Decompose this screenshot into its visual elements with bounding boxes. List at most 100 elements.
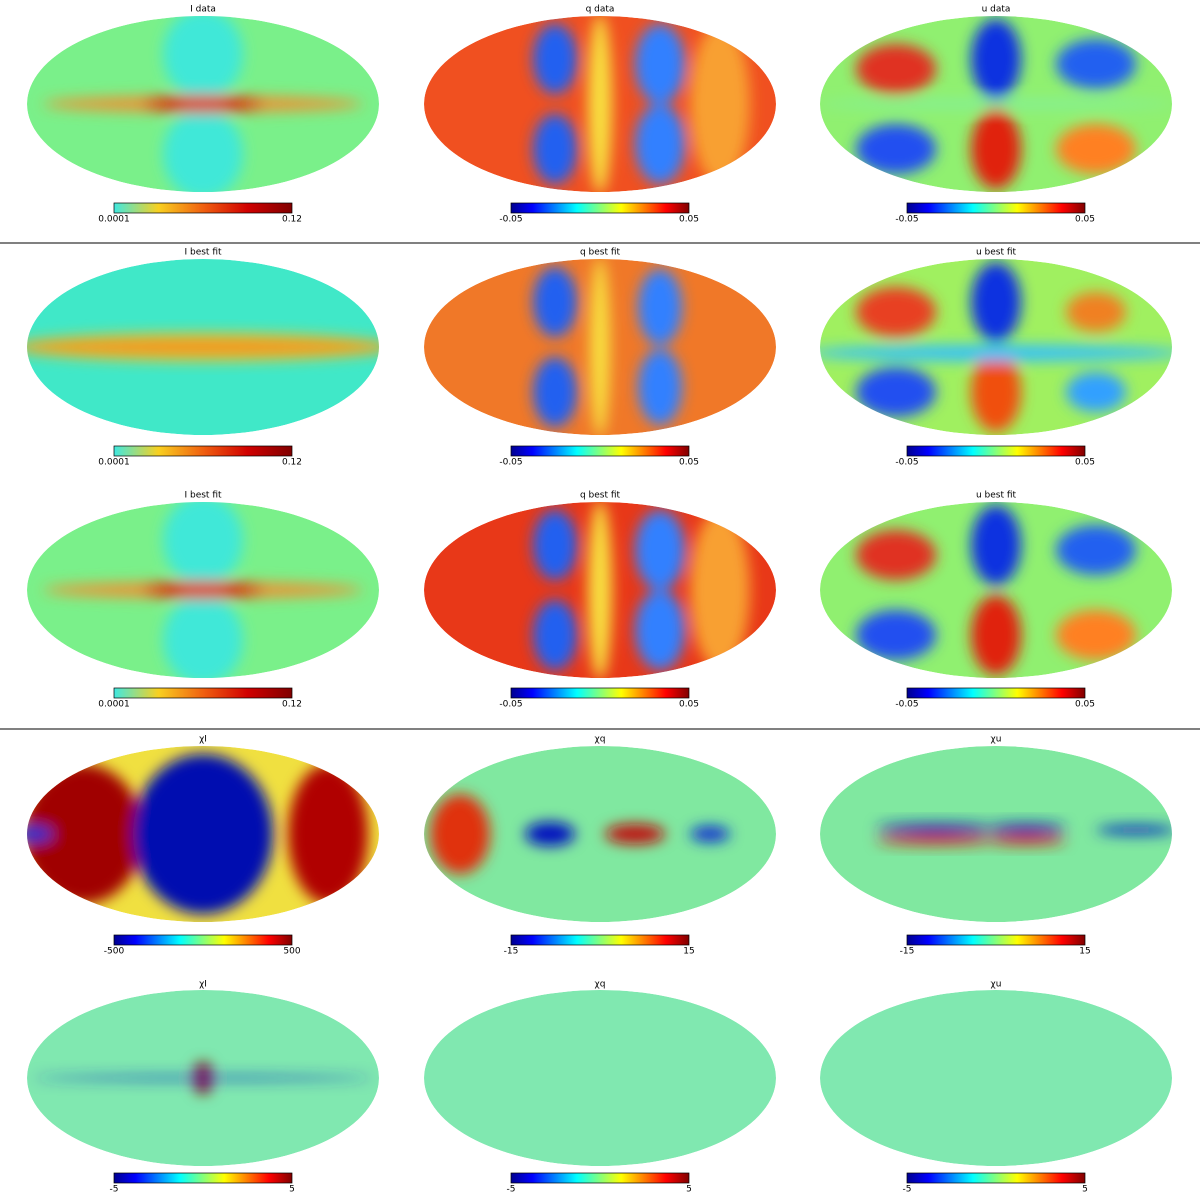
map-feature xyxy=(133,754,273,914)
sky-map xyxy=(27,259,379,435)
map-feature xyxy=(1096,825,1172,835)
sky-map xyxy=(820,502,1172,678)
panel-title: χu xyxy=(991,735,1002,745)
map-feature xyxy=(533,114,577,184)
map-feature xyxy=(635,104,685,184)
map-feature xyxy=(1066,372,1126,412)
panel-title: I data xyxy=(190,5,216,15)
panel-title: χI xyxy=(199,980,207,990)
map-feature xyxy=(971,352,1021,432)
map-feature xyxy=(690,24,750,184)
map-feature xyxy=(1056,124,1136,174)
sky-map xyxy=(424,746,776,922)
map-features xyxy=(33,1062,373,1094)
map-feature xyxy=(635,24,685,104)
colorbar-min: -5 xyxy=(110,1185,119,1195)
map-features xyxy=(820,262,1172,432)
map-feature xyxy=(971,109,1021,189)
map-feature xyxy=(27,826,53,842)
map-features xyxy=(533,259,682,435)
colorbar xyxy=(113,202,293,214)
map-feature xyxy=(533,24,577,94)
colorbar-min: -0.05 xyxy=(499,458,522,468)
map-feature xyxy=(1056,39,1136,89)
panel-title: χI xyxy=(199,735,207,745)
panel-title: q best fit xyxy=(580,491,621,501)
map-feature xyxy=(163,16,243,99)
sky-map xyxy=(27,502,379,678)
map-feature xyxy=(856,44,936,94)
map-base xyxy=(424,990,776,1166)
map-base xyxy=(820,746,1172,922)
colorbar xyxy=(113,687,293,699)
panel-title: χu xyxy=(991,980,1002,990)
sky-map xyxy=(820,259,1172,435)
panel-title: q best fit xyxy=(580,248,621,258)
map-feature xyxy=(533,600,577,670)
map-feature xyxy=(856,530,936,580)
colorbar xyxy=(510,687,690,699)
colorbar-max: 0.05 xyxy=(679,700,699,710)
colorbar-min: -15 xyxy=(504,947,519,957)
map-base xyxy=(424,746,776,922)
map-feature xyxy=(588,502,612,678)
sky-map xyxy=(424,16,776,192)
colorbar xyxy=(906,202,1086,214)
map-feature xyxy=(27,342,379,352)
map-feature xyxy=(856,367,936,417)
colorbar-max: 0.05 xyxy=(1075,700,1095,710)
colorbar xyxy=(510,445,690,457)
colorbar-max: 5 xyxy=(1082,1185,1088,1195)
map-feature xyxy=(971,505,1021,585)
map-feature xyxy=(971,19,1021,99)
colorbar xyxy=(906,445,1086,457)
map-feature xyxy=(1056,525,1136,575)
map-feature xyxy=(690,826,730,842)
colorbar xyxy=(113,1172,293,1184)
map-feature xyxy=(143,581,263,599)
map-feature xyxy=(588,16,612,192)
panel-title: u best fit xyxy=(976,491,1017,501)
map-features xyxy=(533,16,750,192)
colorbar-max: 0.05 xyxy=(679,215,699,225)
map-feature xyxy=(876,823,996,833)
map-features xyxy=(27,754,368,914)
map-features xyxy=(27,333,379,361)
sky-map xyxy=(820,16,1172,192)
map-features xyxy=(430,794,730,874)
colorbar-min: 0.0001 xyxy=(98,458,130,468)
map-features xyxy=(876,823,1172,845)
colorbar xyxy=(113,934,293,946)
colorbar-max: 0.12 xyxy=(282,215,302,225)
sky-map xyxy=(424,502,776,678)
map-feature xyxy=(1056,610,1136,660)
map-feature xyxy=(638,269,682,345)
map-feature xyxy=(533,357,577,427)
colorbar-min: -5 xyxy=(507,1185,516,1195)
map-feature xyxy=(163,502,243,585)
map-feature xyxy=(820,345,1172,361)
colorbar-max: 15 xyxy=(1079,947,1090,957)
map-feature xyxy=(690,510,750,670)
colorbar-min: -0.05 xyxy=(895,700,918,710)
map-feature xyxy=(638,349,682,425)
map-features xyxy=(820,19,1172,189)
panel-title: I best fit xyxy=(184,248,222,258)
map-feature xyxy=(876,835,996,845)
map-feature xyxy=(635,590,685,670)
map-base xyxy=(820,990,1172,1166)
sky-map xyxy=(820,746,1172,922)
map-feature xyxy=(856,610,936,660)
colorbar-min: -5 xyxy=(903,1185,912,1195)
colorbar-max: 5 xyxy=(289,1185,295,1195)
colorbar xyxy=(906,687,1086,699)
map-feature xyxy=(605,824,665,844)
map-feature xyxy=(986,823,1066,833)
colorbar xyxy=(906,934,1086,946)
colorbar-max: 0.12 xyxy=(282,458,302,468)
map-feature xyxy=(533,510,577,580)
colorbar-min: -0.05 xyxy=(895,458,918,468)
map-feature xyxy=(533,267,577,337)
map-feature xyxy=(986,835,1066,845)
